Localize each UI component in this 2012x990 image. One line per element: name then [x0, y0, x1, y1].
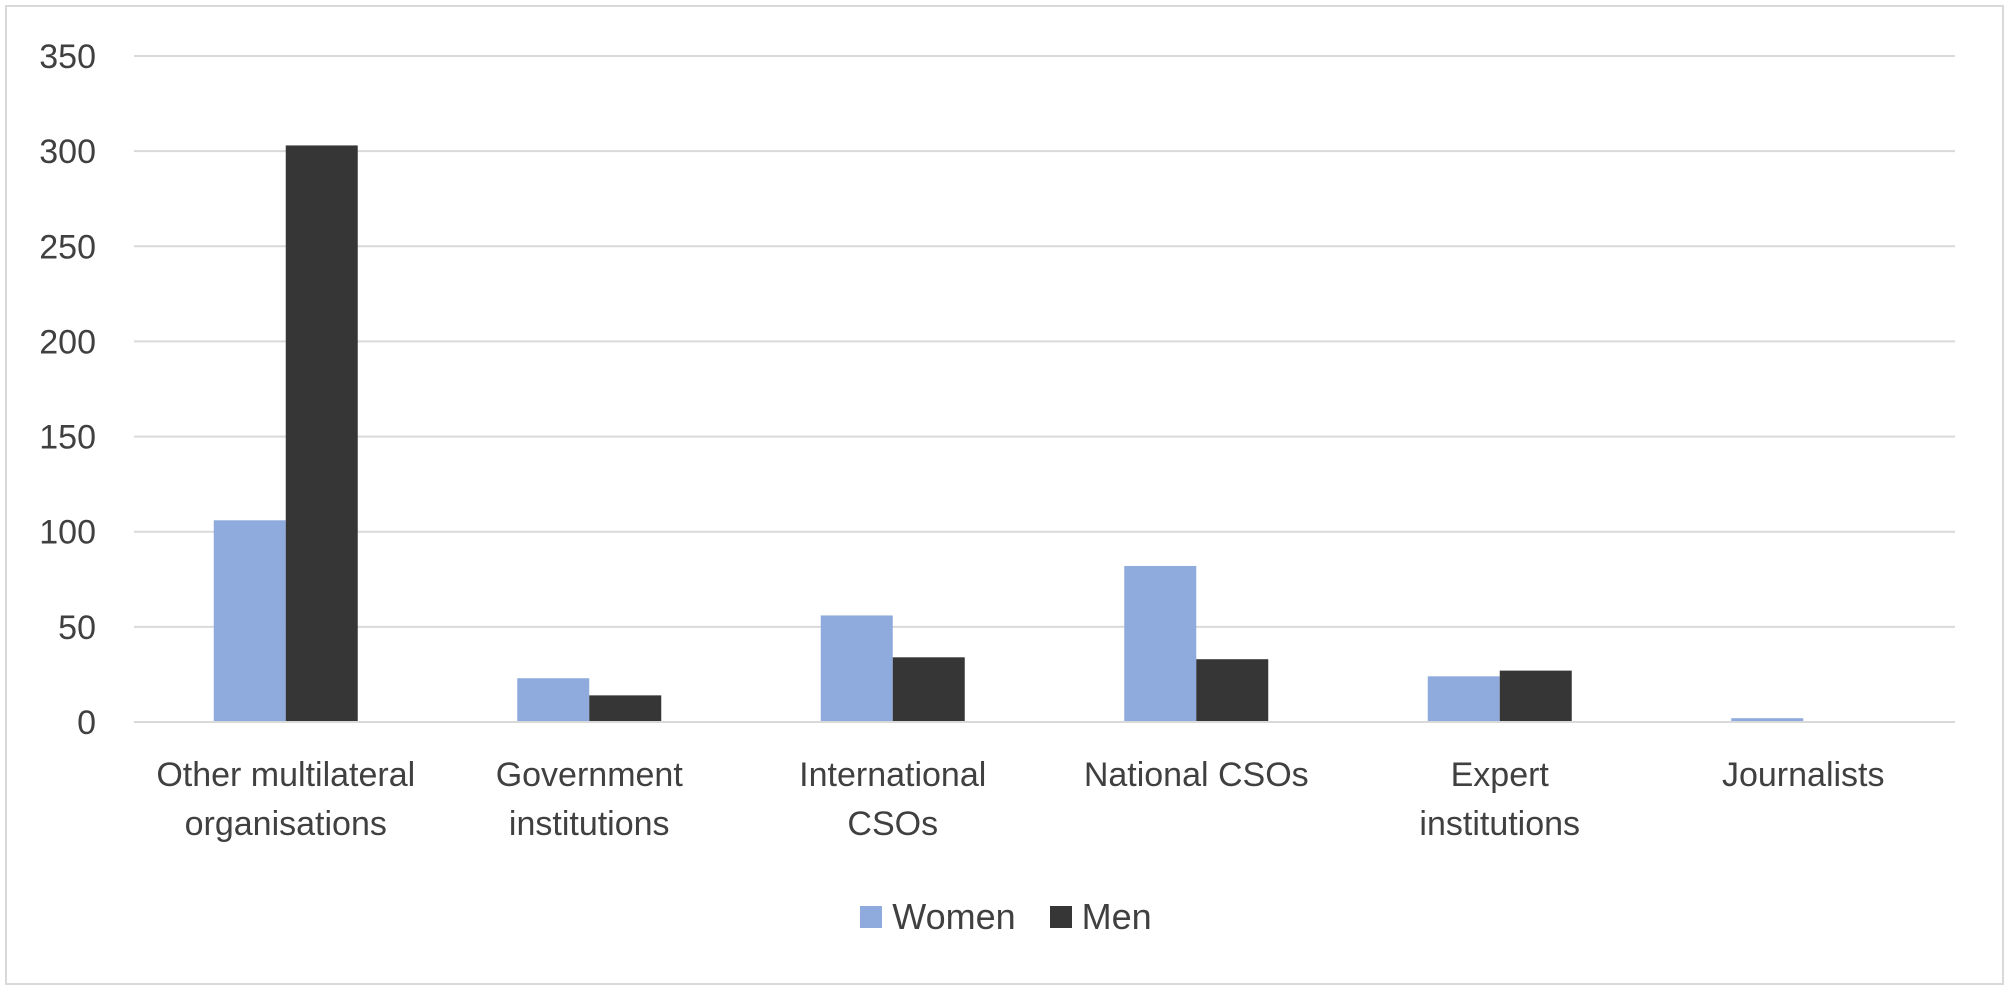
bar-men-0 [285, 145, 358, 723]
x-category-label-line: institutions [1419, 805, 1580, 843]
x-axis-category-labels: Other multilateral organisations Governmen… [156, 756, 1884, 843]
gridlines [134, 55, 1955, 628]
x-category-label-line: institutions [509, 805, 670, 843]
bar-women-1 [517, 678, 590, 722]
legend: Women Men [0, 892, 2012, 942]
y-tick-label: 350 [39, 38, 96, 76]
bars [213, 145, 1804, 723]
x-category-label: Journalists [1722, 756, 1885, 794]
x-category-label-line: Journalists [1722, 756, 1885, 794]
x-category-label-line: Government [496, 756, 684, 794]
x-category-label-line: Other multilateral [156, 756, 415, 794]
x-category-label: Other multilateral organisations [156, 756, 415, 843]
y-tick-label: 200 [39, 323, 96, 361]
x-category-label-line: organisations [185, 805, 387, 843]
y-axis-tick-labels: 0 50 100 150 200 250 300 350 [39, 38, 96, 742]
bar-men-1 [589, 695, 662, 722]
x-category-label-line: National CSOs [1084, 756, 1309, 794]
legend-label-men: Men [1081, 896, 1152, 937]
bar-women-4 [1427, 676, 1500, 722]
y-tick-label: 300 [39, 133, 96, 171]
legend-item-men: Men [1049, 896, 1152, 938]
y-tick-label: 0 [77, 704, 96, 742]
bar-men-4 [1499, 670, 1572, 722]
bar-men-3 [1196, 659, 1269, 722]
x-category-label: International CSOs [799, 756, 986, 843]
x-category-label-line: International [799, 756, 986, 794]
legend-label-women: Women [892, 896, 1016, 937]
legend-swatch-women [860, 906, 883, 928]
y-tick-label: 100 [39, 514, 96, 552]
bar-women-0 [213, 520, 286, 722]
legend-item-women: Women [860, 896, 1016, 938]
legend-swatch-men [1049, 906, 1072, 928]
y-tick-label: 250 [39, 228, 96, 266]
y-tick-label: 50 [58, 609, 96, 647]
x-category-label: Government institutions [496, 756, 684, 843]
bar-men-2 [892, 657, 965, 722]
x-category-label: Expert institutions [1419, 756, 1580, 843]
bar-women-2 [820, 615, 893, 722]
y-tick-label: 150 [39, 419, 96, 457]
x-category-label: National CSOs [1084, 756, 1309, 794]
x-category-label-line: Expert [1451, 756, 1550, 794]
bar-women-3 [1124, 565, 1197, 722]
x-category-label-line: CSOs [847, 805, 938, 843]
bar-women-5 [1731, 718, 1804, 722]
